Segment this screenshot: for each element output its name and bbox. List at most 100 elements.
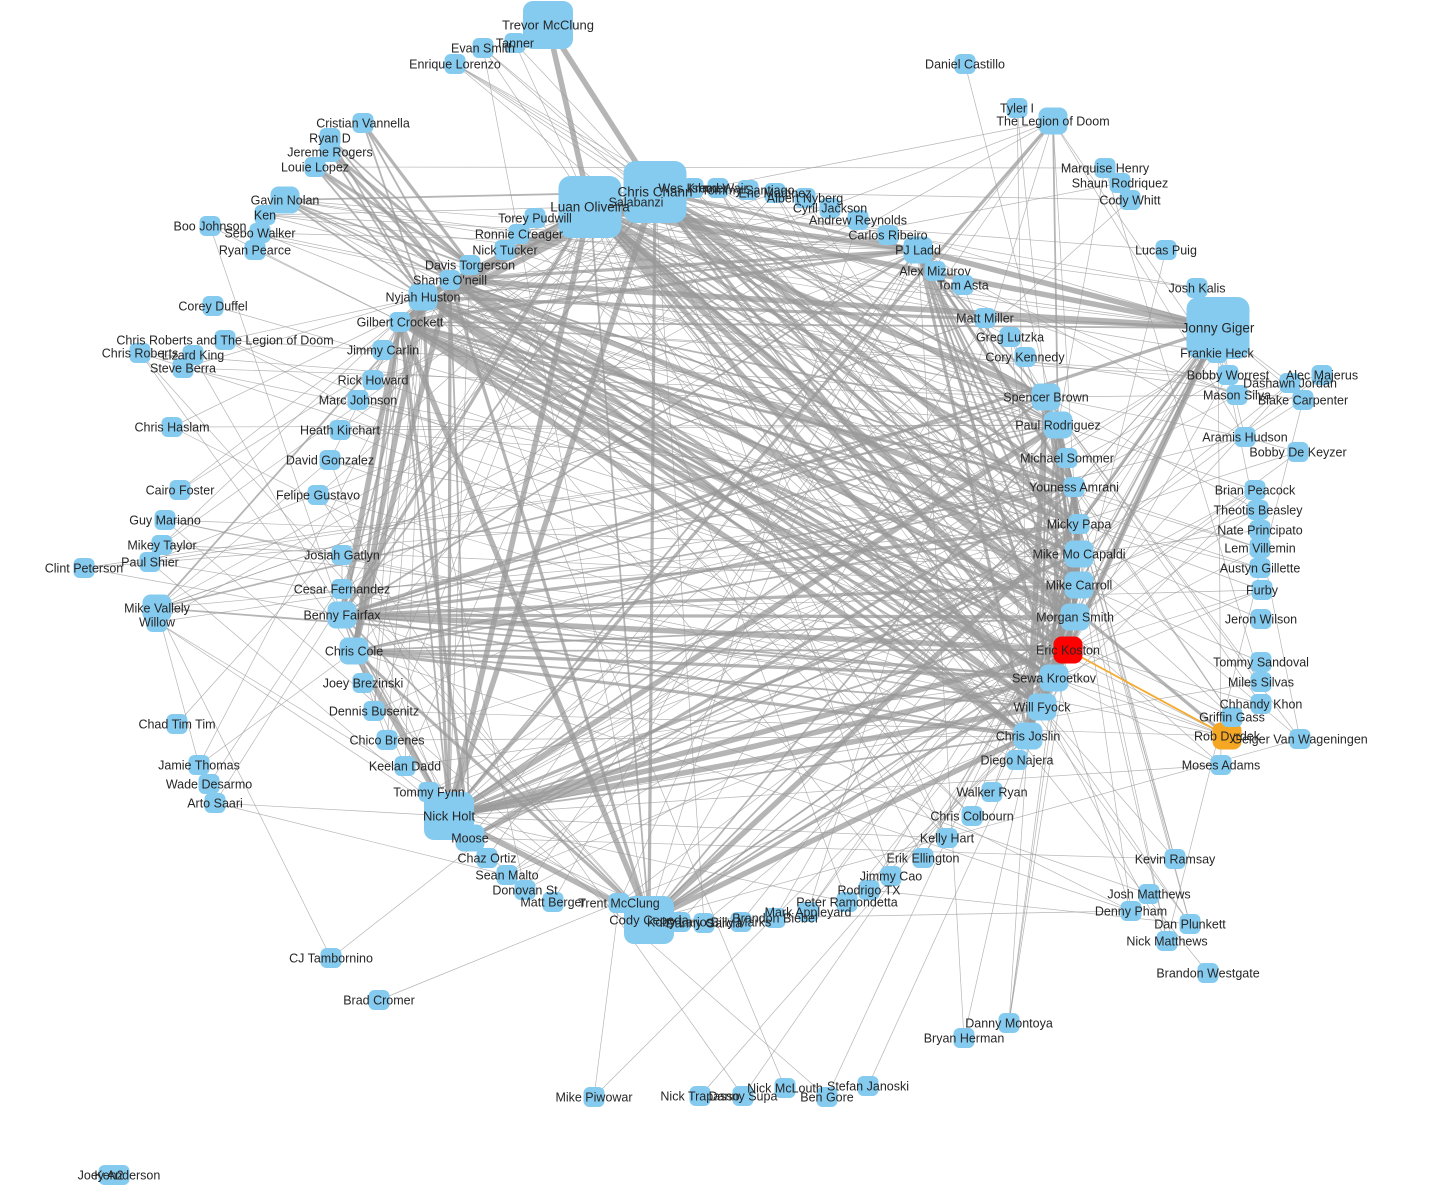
svg-text:Dennis Busenitz: Dennis Busenitz bbox=[329, 704, 419, 718]
svg-text:Mike Mo Capaldi: Mike Mo Capaldi bbox=[1032, 547, 1125, 561]
svg-text:Keelan Dadd: Keelan Dadd bbox=[369, 759, 441, 773]
svg-text:Chris Colbourn: Chris Colbourn bbox=[930, 809, 1013, 823]
svg-text:Aramis Hudson: Aramis Hudson bbox=[1202, 430, 1287, 444]
svg-text:Chhandy Khon: Chhandy Khon bbox=[1220, 697, 1303, 711]
svg-text:Cesar Fernandez: Cesar Fernandez bbox=[294, 582, 391, 596]
svg-text:Miles Silvas: Miles Silvas bbox=[1228, 675, 1294, 689]
svg-text:Ryan D: Ryan D bbox=[309, 131, 351, 145]
svg-text:Marquise Henry: Marquise Henry bbox=[1061, 161, 1150, 175]
svg-text:Nick Holt: Nick Holt bbox=[423, 809, 475, 824]
svg-text:Chaz Ortiz: Chaz Ortiz bbox=[457, 851, 516, 865]
svg-text:Mike Vallely: Mike Vallely bbox=[124, 601, 191, 615]
svg-text:Andrew Reynolds: Andrew Reynolds bbox=[809, 213, 907, 227]
svg-text:Greg Lutzka: Greg Lutzka bbox=[976, 330, 1044, 344]
svg-text:Brandon Westgate: Brandon Westgate bbox=[1156, 966, 1259, 980]
svg-text:Ken: Ken bbox=[254, 208, 276, 222]
svg-text:Morgan Smith: Morgan Smith bbox=[1036, 610, 1114, 624]
svg-text:Brad Cromer: Brad Cromer bbox=[343, 993, 415, 1007]
svg-text:Ryan Pearce: Ryan Pearce bbox=[219, 243, 291, 257]
svg-text:Cory Kennedy: Cory Kennedy bbox=[985, 350, 1065, 364]
svg-text:Austyn Gillette: Austyn Gillette bbox=[1220, 561, 1301, 575]
svg-text:Tommy Sandoval: Tommy Sandoval bbox=[1213, 655, 1309, 669]
svg-text:Carlos Ribeiro: Carlos Ribeiro bbox=[848, 228, 927, 242]
svg-text:Chico Brenes: Chico Brenes bbox=[349, 733, 424, 747]
svg-text:Diego Najera: Diego Najera bbox=[981, 753, 1054, 767]
svg-text:Salabanzi: Salabanzi bbox=[609, 195, 664, 209]
svg-text:Shaun Rodriquez: Shaun Rodriquez bbox=[1072, 176, 1169, 190]
svg-text:Gavin Nolan: Gavin Nolan bbox=[251, 193, 320, 207]
svg-text:Enrique Lorenzo: Enrique Lorenzo bbox=[409, 57, 501, 71]
svg-text:Dan Plunkett: Dan Plunkett bbox=[1154, 917, 1226, 931]
svg-text:Jamie Thomas: Jamie Thomas bbox=[158, 758, 240, 772]
svg-text:Jereme Rogers: Jereme Rogers bbox=[287, 145, 372, 159]
svg-text:CJ Tambornino: CJ Tambornino bbox=[289, 951, 373, 965]
svg-text:Josh Kalis: Josh Kalis bbox=[1169, 281, 1226, 295]
svg-text:Chris Haslam: Chris Haslam bbox=[134, 420, 209, 434]
svg-text:Trent McClung: Trent McClung bbox=[578, 896, 660, 910]
svg-text:Michael Sommer: Michael Sommer bbox=[1020, 451, 1114, 465]
svg-text:Ronnie Creager: Ronnie Creager bbox=[475, 227, 563, 241]
svg-text:Lucas Puig: Lucas Puig bbox=[1135, 243, 1197, 257]
svg-text:Matt Berger: Matt Berger bbox=[520, 895, 585, 909]
svg-text:Bryan Herman: Bryan Herman bbox=[924, 1031, 1005, 1045]
svg-text:Tyler I: Tyler I bbox=[1000, 101, 1034, 115]
svg-text:Cody Whitt: Cody Whitt bbox=[1099, 193, 1161, 207]
svg-text:Mike Carroll: Mike Carroll bbox=[1046, 578, 1113, 592]
svg-text:Denny Pham: Denny Pham bbox=[1095, 904, 1167, 918]
svg-text:Arto Saari: Arto Saari bbox=[187, 796, 243, 810]
svg-text:The Legion of Doom: The Legion of Doom bbox=[996, 114, 1109, 128]
svg-text:Nick Matthews: Nick Matthews bbox=[1126, 934, 1207, 948]
svg-text:Trevor McClung: Trevor McClung bbox=[502, 18, 594, 33]
svg-text:Kelly Hart: Kelly Hart bbox=[920, 831, 975, 845]
svg-text:Will Fyock: Will Fyock bbox=[1014, 700, 1072, 714]
svg-text:Jimmy Cao: Jimmy Cao bbox=[860, 869, 923, 883]
svg-text:Heath Kirchart: Heath Kirchart bbox=[300, 423, 380, 437]
svg-text:Furby: Furby bbox=[1246, 583, 1279, 597]
svg-text:Jonny Giger: Jonny Giger bbox=[1182, 321, 1255, 336]
svg-text:Steve Berra: Steve Berra bbox=[150, 361, 216, 375]
svg-text:Corey Duffel: Corey Duffel bbox=[178, 299, 247, 313]
svg-text:Felipe Gustavo: Felipe Gustavo bbox=[276, 488, 360, 502]
svg-text:Lizard King: Lizard King bbox=[162, 348, 225, 362]
svg-text:Sean Malto: Sean Malto bbox=[475, 868, 538, 882]
svg-text:Wade Desarmo: Wade Desarmo bbox=[166, 777, 252, 791]
svg-text:Rick Howard: Rick Howard bbox=[338, 373, 409, 387]
svg-text:Moses Adams: Moses Adams bbox=[1182, 758, 1261, 772]
svg-text:Bobby De Keyzer: Bobby De Keyzer bbox=[1249, 445, 1346, 459]
svg-text:Youness Amrani: Youness Amrani bbox=[1029, 480, 1119, 494]
svg-text:Gilbert Crockett: Gilbert Crockett bbox=[357, 315, 444, 329]
svg-text:Kevin Ramsay: Kevin Ramsay bbox=[1135, 852, 1216, 866]
svg-text:Joey Anderson: Joey Anderson bbox=[78, 1168, 161, 1182]
svg-text:Sebo Walker: Sebo Walker bbox=[224, 226, 295, 240]
svg-text:Griffin Gass: Griffin Gass bbox=[1199, 710, 1265, 724]
svg-text:Micky Papa: Micky Papa bbox=[1047, 517, 1112, 531]
svg-text:Chris Joslin: Chris Joslin bbox=[996, 729, 1061, 743]
svg-text:Eric Koston: Eric Koston bbox=[1036, 643, 1100, 657]
svg-text:Tom Asta: Tom Asta bbox=[937, 278, 988, 292]
svg-text:Moose: Moose bbox=[451, 831, 489, 845]
svg-text:Nyjah Huston: Nyjah Huston bbox=[385, 290, 460, 304]
svg-text:Danny Montoya: Danny Montoya bbox=[965, 1016, 1053, 1030]
svg-text:Spencer Brown: Spencer Brown bbox=[1003, 390, 1089, 404]
svg-text:Nick Tucker: Nick Tucker bbox=[472, 243, 537, 257]
svg-text:Jimmy Carlin: Jimmy Carlin bbox=[347, 343, 419, 357]
svg-text:Benny Fairfax: Benny Fairfax bbox=[303, 608, 381, 622]
svg-text:Nate Principato: Nate Principato bbox=[1217, 523, 1303, 537]
svg-text:PJ Ladd: PJ Ladd bbox=[895, 243, 941, 257]
svg-text:Marc Johnson: Marc Johnson bbox=[319, 393, 398, 407]
svg-text:Lem Villemin: Lem Villemin bbox=[1224, 541, 1295, 555]
svg-text:Sewa Kroetkov: Sewa Kroetkov bbox=[1012, 671, 1097, 685]
svg-text:Josiah Gatlyn: Josiah Gatlyn bbox=[304, 548, 380, 562]
svg-text:Tommy Fynn: Tommy Fynn bbox=[393, 785, 465, 799]
svg-text:Daniel Castillo: Daniel Castillo bbox=[925, 57, 1005, 71]
svg-text:Ben Gore: Ben Gore bbox=[800, 1090, 854, 1104]
svg-text:Cristian Vannella: Cristian Vannella bbox=[316, 116, 410, 130]
svg-text:Frankie Heck: Frankie Heck bbox=[1180, 346, 1254, 360]
svg-text:Alex Mizurov: Alex Mizurov bbox=[899, 264, 971, 278]
svg-text:Evan Smith: Evan Smith bbox=[451, 41, 515, 55]
svg-text:Josh Matthews: Josh Matthews bbox=[1107, 887, 1190, 901]
svg-text:Brandon Biebel: Brandon Biebel bbox=[732, 911, 817, 925]
svg-text:Walker Ryan: Walker Ryan bbox=[956, 785, 1027, 799]
svg-text:Guy Mariano: Guy Mariano bbox=[129, 513, 201, 527]
svg-text:Paul Shier: Paul Shier bbox=[121, 555, 179, 569]
